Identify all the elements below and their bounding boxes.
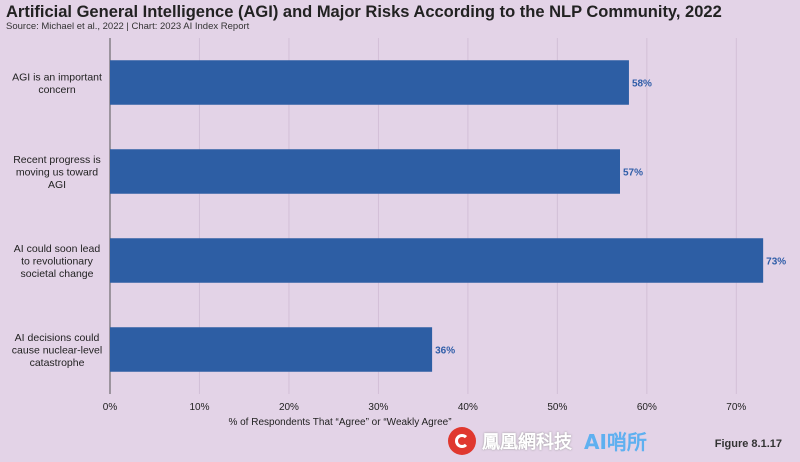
value-label-3: 36% xyxy=(435,346,455,357)
category-label-3: AI decisions could cause nuclear-level cat… xyxy=(12,332,102,369)
x-tick-label-70: 70% xyxy=(726,402,746,413)
figure-label: Figure 8.1.17 xyxy=(714,438,782,450)
watermark: 鳳凰網科技 AI哨所 xyxy=(448,426,647,455)
x-tick-label-20: 20% xyxy=(279,402,299,413)
chart-subtitle: Source: Michael et al., 2022 | Chart: 20… xyxy=(6,21,250,32)
bar-3 xyxy=(110,327,433,372)
value-label-1: 57% xyxy=(623,168,643,179)
x-tick-label-50: 50% xyxy=(547,402,567,413)
x-tick-label-60: 60% xyxy=(637,402,657,413)
x-tick-label-0: 0% xyxy=(103,402,118,413)
value-label-0: 58% xyxy=(632,79,652,90)
category-label-1: Recent progress is moving us toward AGI xyxy=(13,154,101,191)
chart-title: Artificial General Intelligence (AGI) an… xyxy=(6,3,722,21)
x-tick-label-10: 10% xyxy=(189,402,209,413)
bar-0 xyxy=(110,60,629,105)
bar-1 xyxy=(110,149,620,194)
watermark-text: 鳳凰網科技 xyxy=(482,431,572,453)
category-label-0: AGI is an important concern xyxy=(12,71,102,96)
bar-2 xyxy=(110,238,764,283)
category-label-2: AI could soon lead to revolutionary societ… xyxy=(14,243,101,280)
x-tick-label-40: 40% xyxy=(458,402,478,413)
phoenix-logo-icon xyxy=(448,426,476,455)
x-axis-label: % of Respondents That “Agree” or “Weakly… xyxy=(228,417,451,428)
value-label-2: 73% xyxy=(766,257,786,268)
x-tick-label-30: 30% xyxy=(368,402,388,413)
watermark-ai-text: AI哨所 xyxy=(584,430,647,454)
